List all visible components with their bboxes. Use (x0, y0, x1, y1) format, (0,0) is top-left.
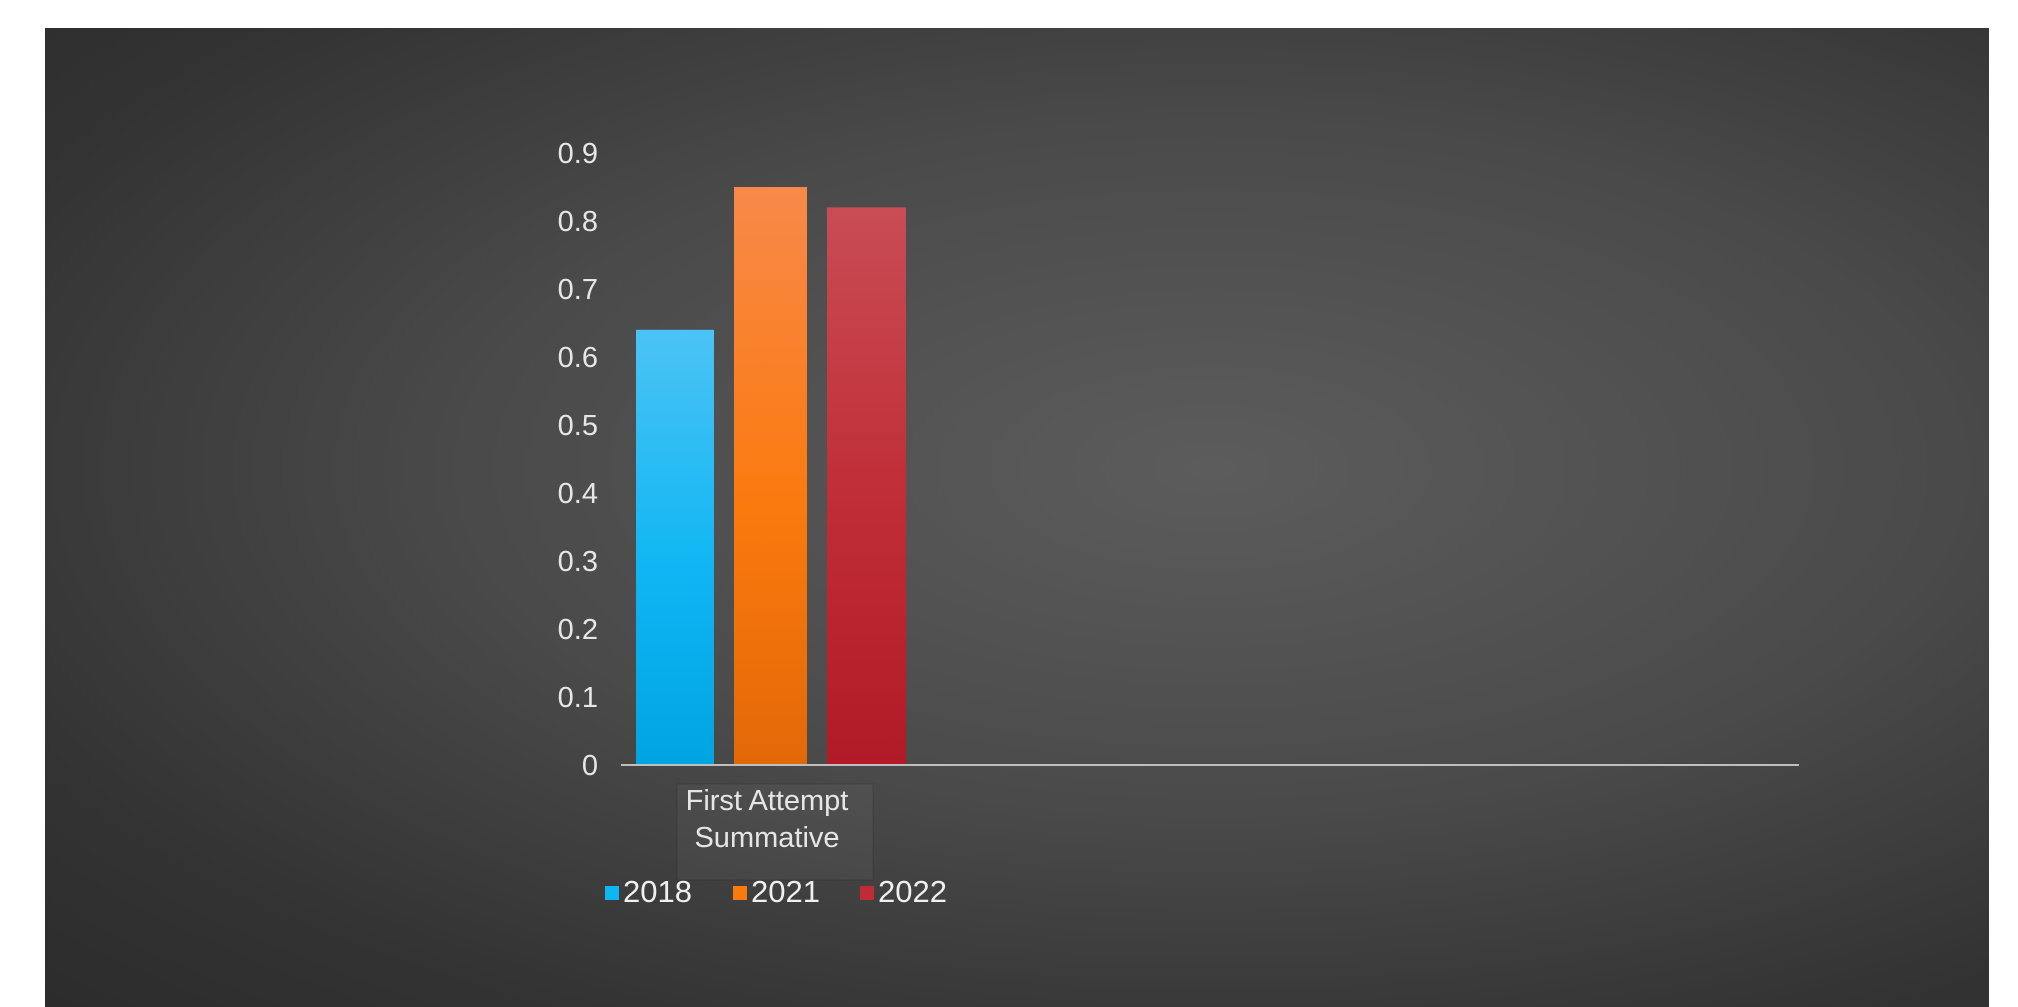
legend: 2018 2021 2022 (605, 874, 947, 909)
bar-2018 (636, 329, 714, 765)
y-tick-label: 0.2 (558, 614, 598, 646)
y-tick-label: 0.1 (558, 682, 598, 714)
y-tick-label: 0.8 (558, 206, 598, 238)
legend-label-2021: 2021 (751, 874, 820, 909)
y-tick-label: 0.9 (558, 138, 598, 170)
chart-area: 0 0.1 0.2 0.3 0.4 0.5 0.6 0.7 0.8 0.9 First Attem… (45, 28, 1989, 1007)
y-tick-label: 0.4 (558, 478, 598, 510)
y-tick-label: 0.6 (558, 342, 598, 374)
legend-label-2018: 2018 (623, 874, 692, 909)
y-axis-ticks: 0 0.1 0.2 0.3 0.4 0.5 0.6 0.7 0.8 0.9 (558, 138, 598, 782)
category-label: First Attempt Summative (676, 783, 874, 881)
category-label-line: First Attempt (686, 785, 849, 817)
legend-swatch-2018 (605, 886, 619, 900)
y-tick-label: 0 (582, 750, 598, 782)
legend-swatch-2022 (860, 886, 874, 900)
y-tick-label: 0.7 (558, 274, 598, 306)
y-tick-label: 0.3 (558, 546, 598, 578)
legend-swatch-2021 (733, 886, 747, 900)
category-label-line: Summative (694, 822, 839, 854)
legend-label-2022: 2022 (878, 874, 947, 909)
bars (636, 187, 906, 765)
bar-2021 (734, 187, 807, 765)
bar-chart: 0 0.1 0.2 0.3 0.4 0.5 0.6 0.7 0.8 0.9 First Attem… (558, 138, 1799, 909)
y-tick-label: 0.5 (558, 410, 598, 442)
bar-2022 (827, 207, 906, 765)
category-label-box (676, 783, 874, 881)
